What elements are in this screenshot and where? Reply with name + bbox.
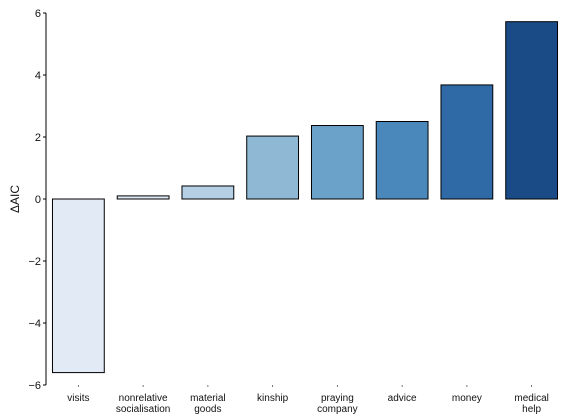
x-tick-label-kinship: kinship (257, 393, 289, 404)
x-tick-label-nonrelative-socialisation: nonrelative socialisation (116, 393, 170, 415)
x-axis-labels: visits nonrelative socialisation material go… (67, 393, 549, 415)
bar-medical-help (505, 21, 559, 200)
bar-advice (375, 121, 429, 200)
x-tick-label-money: money (452, 393, 482, 404)
y-tick-label: −6 (28, 380, 41, 392)
x-tick-label-praying-company: praying company (317, 393, 358, 415)
y-tick-label: 0 (35, 194, 41, 206)
bar-nonrelative-socialisation (116, 195, 170, 200)
y-tick-label: −2 (28, 256, 41, 268)
y-tick-label: −4 (28, 318, 41, 330)
y-axis: 6 4 2 0 −2 −4 −6 (28, 8, 47, 392)
x-tick-marks (77, 385, 533, 387)
x-tick-label-advice: advice (388, 393, 417, 404)
y-tick-label: 6 (35, 8, 41, 20)
x-tick-label-visits: visits (67, 393, 89, 404)
y-tick-label: 4 (35, 70, 41, 82)
bars-group (51, 21, 559, 374)
bar-visits (51, 198, 105, 374)
y-tick-label: 2 (35, 132, 41, 144)
x-tick-label-medical-help: medical help (514, 393, 548, 415)
y-axis-title: ΔAIC (8, 185, 22, 213)
bar-material-goods (181, 185, 235, 200)
bar-praying-company (310, 125, 364, 200)
x-tick-label-material-goods: material goods (190, 393, 226, 415)
bar-kinship (246, 135, 300, 200)
bar-money (440, 84, 494, 200)
